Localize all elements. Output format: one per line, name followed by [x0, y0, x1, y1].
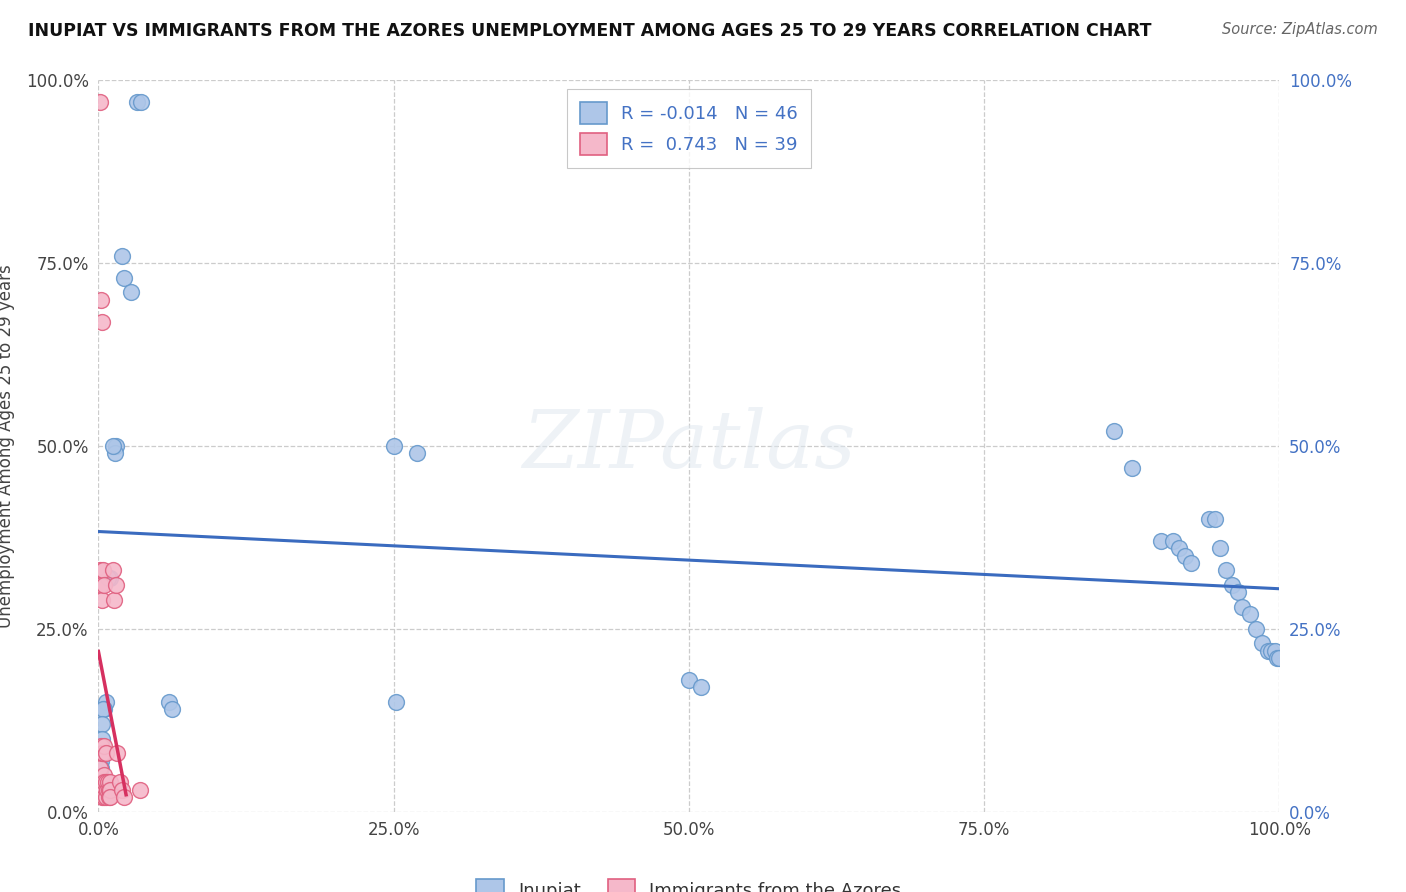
Point	[1239, 607, 1261, 622]
Point	[94, 775, 117, 789]
Point	[89, 95, 111, 110]
Point	[91, 746, 114, 760]
Point	[90, 782, 112, 797]
Point	[1204, 512, 1226, 526]
Point	[108, 775, 131, 789]
Point	[160, 702, 183, 716]
Point	[96, 782, 118, 797]
Point	[1230, 599, 1253, 614]
Point	[1174, 549, 1197, 563]
Point	[678, 673, 700, 687]
Point	[1250, 636, 1272, 650]
Point	[127, 95, 149, 110]
Point	[1168, 541, 1191, 556]
Point	[1161, 534, 1184, 549]
Legend: Inupiat, Immigrants from the Azores: Inupiat, Immigrants from the Azores	[470, 872, 908, 892]
Point	[385, 695, 408, 709]
Point	[98, 790, 121, 805]
Point	[105, 578, 128, 592]
Point	[98, 790, 121, 805]
Point	[93, 578, 115, 592]
Point	[689, 681, 711, 695]
Point	[93, 739, 115, 753]
Point	[93, 790, 115, 805]
Point	[97, 775, 120, 789]
Point	[157, 695, 180, 709]
Point	[90, 754, 112, 768]
Point	[91, 775, 114, 789]
Point	[90, 739, 112, 753]
Point	[91, 782, 114, 797]
Point	[89, 761, 111, 775]
Point	[98, 782, 121, 797]
Point	[93, 702, 115, 716]
Text: Source: ZipAtlas.com: Source: ZipAtlas.com	[1222, 22, 1378, 37]
Point	[1102, 425, 1125, 439]
Point	[1268, 651, 1291, 665]
Point	[101, 563, 124, 577]
Point	[89, 563, 111, 577]
Point	[1215, 563, 1237, 577]
Point	[103, 592, 125, 607]
Point	[1150, 534, 1173, 549]
Point	[382, 439, 405, 453]
Point	[105, 746, 128, 760]
Point	[91, 790, 114, 805]
Point	[91, 746, 114, 760]
Point	[1198, 512, 1220, 526]
Point	[94, 790, 117, 805]
Point	[90, 578, 112, 592]
Point	[101, 439, 124, 453]
Point	[129, 95, 152, 110]
Point	[91, 702, 114, 716]
Point	[1244, 622, 1267, 636]
Point	[121, 285, 143, 300]
Point	[91, 592, 114, 607]
Point	[104, 446, 127, 460]
Point	[91, 731, 114, 746]
Point	[93, 768, 115, 782]
Text: ZIPatlas: ZIPatlas	[522, 408, 856, 484]
Point	[1264, 644, 1286, 658]
Point	[91, 563, 114, 577]
Point	[111, 249, 134, 263]
Point	[98, 775, 121, 789]
Point	[128, 782, 150, 797]
Point	[94, 695, 117, 709]
Point	[98, 782, 121, 797]
Point	[111, 782, 134, 797]
Point	[91, 782, 114, 797]
Point	[1180, 556, 1202, 570]
Point	[112, 270, 135, 285]
Point	[1265, 651, 1288, 665]
Point	[1209, 541, 1232, 556]
Point	[406, 446, 429, 460]
Point	[91, 717, 114, 731]
Point	[90, 761, 112, 775]
Point	[98, 571, 121, 585]
Point	[94, 746, 117, 760]
Point	[97, 571, 120, 585]
Point	[1220, 578, 1243, 592]
Point	[91, 315, 114, 329]
Point	[1227, 585, 1250, 599]
Point	[93, 775, 115, 789]
Point	[1260, 644, 1282, 658]
Point	[1121, 461, 1143, 475]
Point	[112, 790, 135, 805]
Point	[90, 293, 112, 307]
Y-axis label: Unemployment Among Ages 25 to 29 years: Unemployment Among Ages 25 to 29 years	[0, 264, 14, 628]
Point	[105, 439, 128, 453]
Text: INUPIAT VS IMMIGRANTS FROM THE AZORES UNEMPLOYMENT AMONG AGES 25 TO 29 YEARS COR: INUPIAT VS IMMIGRANTS FROM THE AZORES UN…	[28, 22, 1152, 40]
Point	[1257, 644, 1279, 658]
